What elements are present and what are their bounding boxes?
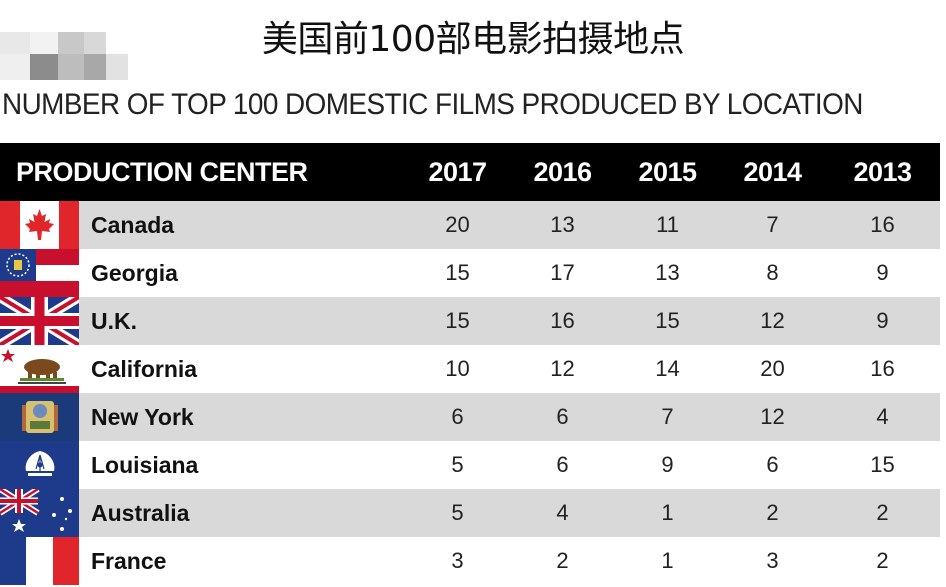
- table-row: Canada 20 13 11 7 16: [0, 201, 941, 249]
- cell-value: 6: [766, 452, 779, 477]
- cell-value: 13: [550, 212, 575, 237]
- row-name: Canada: [91, 211, 175, 238]
- cell-value: 13: [655, 260, 680, 285]
- canada-flag-icon: [0, 201, 79, 249]
- cell-value: 20: [760, 356, 785, 381]
- blurred-watermark: [0, 32, 130, 84]
- cell-value: 7: [766, 212, 779, 237]
- cell-value: 7: [661, 404, 674, 429]
- table-header-row: PRODUCTION CENTER 2017 2016 2015 2014 20…: [0, 143, 941, 201]
- australia-flag-icon: [0, 489, 79, 537]
- cell-value: 1: [661, 548, 674, 573]
- row-name: California: [91, 355, 198, 382]
- cell-value: 16: [870, 212, 895, 237]
- georgia-flag-icon: [0, 249, 79, 297]
- row-name: Louisiana: [91, 451, 199, 478]
- cell-value: 14: [655, 356, 680, 381]
- row-name: Georgia: [91, 259, 178, 286]
- cell-value: 2: [876, 500, 889, 525]
- cell-value: 10: [445, 356, 470, 381]
- table-row: Australia 5 4 1 2 2: [0, 489, 941, 537]
- cell-value: 2: [556, 548, 569, 573]
- cell-value: 6: [556, 452, 569, 477]
- cell-value: 2: [876, 548, 889, 573]
- cell-value: 16: [550, 308, 575, 333]
- cell-value: 12: [760, 308, 785, 333]
- cell-value: 5: [451, 452, 464, 477]
- cell-value: 12: [550, 356, 575, 381]
- cell-value: 15: [655, 308, 680, 333]
- table-row: Georgia 15 17 13 8 9: [0, 249, 941, 297]
- header-year: 2016: [533, 156, 592, 187]
- uk-flag-icon: [0, 297, 79, 345]
- cell-value: 8: [766, 260, 779, 285]
- chart-title: 美国前100部电影拍摄地点: [261, 19, 685, 60]
- cell-value: 6: [556, 404, 569, 429]
- cell-value: 4: [876, 404, 889, 429]
- row-name: Australia: [91, 499, 190, 526]
- row-name: New York: [91, 403, 194, 430]
- cell-value: 4: [556, 500, 569, 525]
- cell-value: 3: [451, 548, 464, 573]
- table-row: New York 6 6 7 12 4: [0, 393, 941, 441]
- cell-value: 20: [445, 212, 470, 237]
- cell-value: 15: [870, 452, 895, 477]
- row-name: U.K.: [91, 307, 137, 334]
- louisiana-flag-icon: [0, 441, 79, 489]
- cell-value: 11: [656, 212, 679, 237]
- cell-value: 6: [451, 404, 464, 429]
- cell-value: 9: [876, 260, 889, 285]
- production-table: PRODUCTION CENTER 2017 2016 2015 2014 20…: [0, 143, 941, 585]
- cell-value: 9: [661, 452, 674, 477]
- chart-subtitle: NUMBER OF TOP 100 DOMESTIC FILMS PRODUCE…: [2, 88, 863, 121]
- header-year: 2013: [853, 156, 912, 187]
- cell-value: 3: [766, 548, 779, 573]
- header-production-center: PRODUCTION CENTER: [16, 156, 308, 187]
- cell-value: 17: [550, 260, 575, 285]
- cell-value: 2: [766, 500, 779, 525]
- row-name: France: [91, 547, 167, 574]
- cell-value: 15: [445, 260, 470, 285]
- cell-value: 12: [760, 404, 785, 429]
- cell-value: 16: [870, 356, 895, 381]
- cell-value: 1: [661, 500, 674, 525]
- new-york-flag-icon: [0, 393, 79, 441]
- table-row: California 10 12 14 20 16: [0, 345, 941, 393]
- header-year: 2017: [428, 156, 487, 187]
- cell-value: 9: [876, 308, 889, 333]
- header-year: 2014: [743, 156, 802, 187]
- table-row: France 3 2 1 3 2: [0, 537, 941, 585]
- table-row: Louisiana 5 6 9 6 15: [0, 441, 941, 489]
- california-flag-icon: [0, 345, 79, 393]
- table-row: U.K. 15 16 15 12 9: [0, 297, 941, 345]
- header-year: 2015: [638, 156, 697, 187]
- cell-value: 15: [445, 308, 470, 333]
- france-flag-icon: [0, 537, 79, 585]
- cell-value: 5: [451, 500, 464, 525]
